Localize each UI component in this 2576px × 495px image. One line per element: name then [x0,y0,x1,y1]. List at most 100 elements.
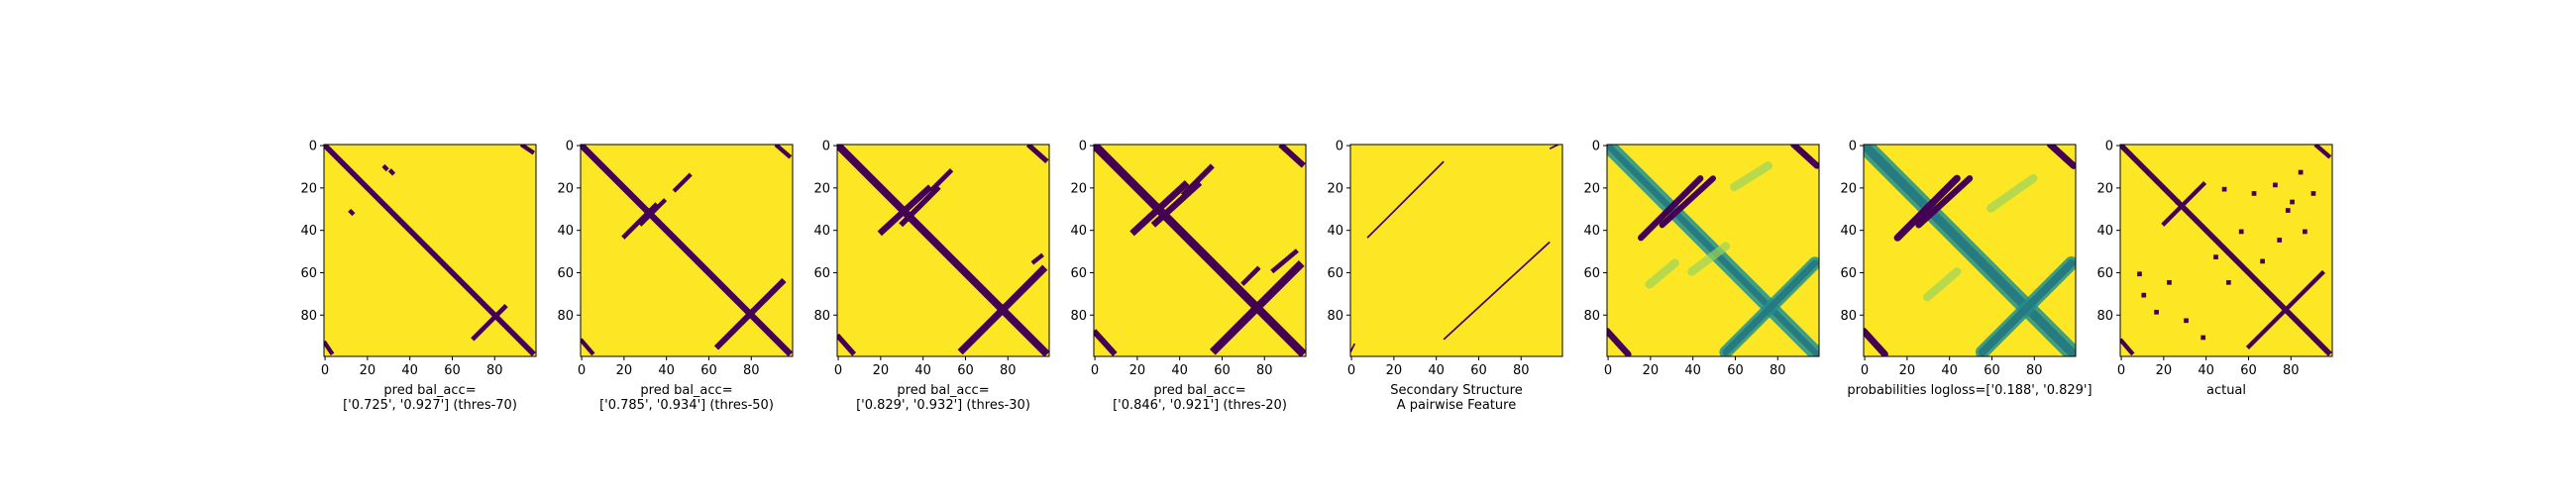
x-axis-label: pred bal_acc= [383,383,476,398]
y-tick-label: 60 [1070,266,1087,281]
y-tick-label: 40 [2096,224,2113,239]
contact-band-1 [1094,145,1306,356]
contact-spot-6 [2238,229,2244,235]
contact-spot-14 [2310,191,2316,196]
x-tick-label: 80 [1000,363,1017,378]
y-tick-label: 20 [1070,181,1087,196]
x-tick-label: 80 [486,363,503,378]
y-tick-label: 80 [557,309,574,324]
y-tick-label: 80 [1070,309,1087,324]
contact-band-6 [1278,145,1306,168]
heatmap-panel-3: 0 20 40 60 80 0 20 40 60 80 pred bal_acc=['0.829',… [813,140,1050,413]
x-tick-label: 40 [2198,363,2214,378]
x-tick-label: 60 [1214,363,1231,378]
contact-band-3 [877,184,933,237]
contact-band-3 [387,168,396,176]
contact-spot-8 [2141,292,2147,298]
x-tick-label: 40 [914,363,931,378]
y-tick-label: 60 [300,266,317,281]
contact-spot-13 [2285,208,2291,213]
x-tick-label: 0 [2117,363,2125,378]
x-tick-label: 80 [1770,363,1786,378]
heatmap-cells [837,145,1049,356]
x-axis-label: probabilities logloss=['0.188', '0.829'] [1847,383,2092,398]
y-tick-label: 0 [1336,140,1343,154]
x-tick-label: 60 [444,363,461,378]
heatmap-panel-6: 0 20 40 60 80 0 20 40 60 80 [1583,140,1820,378]
y-tick-label: 20 [300,181,317,196]
contact-band-1 [581,145,793,356]
x-tick-label: 80 [2283,363,2300,378]
y-tick-label: 20 [1327,181,1343,196]
contact-band-2 [1209,259,1305,355]
contact-spot-2 [2251,191,2257,196]
contact-band-1 [1366,160,1445,239]
x-tick-label: 0 [1861,363,1869,378]
x-tick-label: 60 [1727,363,1744,378]
y-tick-label: 60 [1583,266,1600,281]
x-tick-label: 60 [1470,363,1487,378]
y-tick-label: 60 [557,266,574,281]
heatmap-background [1350,145,1562,356]
x-tick-label: 0 [1347,363,1355,378]
probability-band-7 [1790,145,1819,169]
probability-band-8 [1864,327,1888,356]
x-tick-label: 60 [1984,363,2000,378]
x-axis-label: pred bal_acc= [1153,383,1245,398]
y-tick-label: 40 [1327,224,1343,239]
y-tick-label: 80 [1583,309,1600,324]
contact-band-5 [672,172,693,193]
contact-band-6 [519,145,536,155]
heatmap-cells [1607,145,1819,356]
heatmap-panel-2: 0 20 40 60 80 0 20 40 60 80 pred bal_acc=['0.785',… [557,140,794,413]
x-tick-label: 40 [401,363,418,378]
contact-band-1 [2120,145,2332,356]
x-tick-label: 40 [1941,363,1958,378]
heatmap-cells [1350,145,1559,353]
contact-band-3 [1129,180,1190,237]
contact-band-1 [324,145,536,356]
x-tick-label: 20 [1129,363,1146,378]
probability-band-6 [1915,175,1974,229]
axes-frame [2119,144,2333,357]
y-tick-label: 0 [1849,140,1857,154]
x-tick-label: 80 [1513,363,1530,378]
contact-band-4 [638,198,668,227]
probability-band-4 [1975,255,2076,356]
probability-band-10 [1922,267,1962,302]
x-tick-label: 40 [1684,363,1701,378]
heatmap-panel-4: 0 20 40 60 80 0 20 40 60 80 pred bal_acc=['0.846',… [1070,140,1307,413]
x-tick-label: 80 [743,363,760,378]
probability-band-7 [2046,145,2076,169]
y-tick-label: 80 [300,309,317,324]
x-tick-label: 40 [1171,363,1188,378]
contact-band-5 [2120,338,2135,356]
contact-band-1 [837,145,1049,356]
contact-band-2 [957,264,1048,355]
x-tick-label: 20 [873,363,890,378]
x-tick-label: 20 [1643,363,1660,378]
y-tick-label: 0 [309,140,317,154]
y-tick-label: 0 [1079,140,1087,154]
probability-band-4 [1719,256,1819,356]
contact-band-4 [1350,343,1356,353]
contact-band-6 [774,145,793,159]
y-tick-label: 0 [566,140,574,154]
x-axis-label: actual [2206,383,2246,398]
heatmap-cells [324,145,536,356]
probability-band-8 [1607,328,1632,356]
x-tick-label: 80 [2026,363,2043,378]
contact-band-2 [471,303,508,342]
y-tick-label: 60 [2096,266,2113,281]
heatmap-cells [581,145,793,356]
x-tick-label: 0 [1604,363,1612,378]
axes-frame [580,144,794,357]
probability-band-5 [1638,175,1704,242]
y-tick-label: 0 [1592,140,1600,154]
contact-band-5 [928,168,954,193]
y-tick-label: 80 [2096,309,2113,324]
x-tick-label: 20 [616,363,633,378]
axes-frame [836,144,1050,357]
x-tick-label: 60 [2240,363,2257,378]
